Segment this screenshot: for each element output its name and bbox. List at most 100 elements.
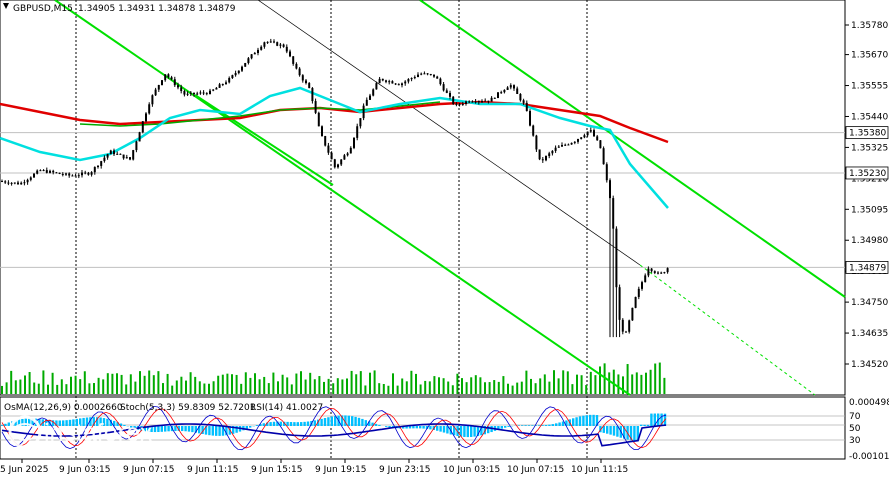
candle-body <box>209 90 211 95</box>
candle-body <box>653 271 656 273</box>
candle-body <box>519 93 522 101</box>
price-tick-label: 1.35780 <box>851 21 888 31</box>
candle-body <box>362 105 365 119</box>
candle-body <box>145 113 147 122</box>
candle-body <box>17 182 19 185</box>
candle-body <box>141 121 144 133</box>
candle-body <box>417 74 419 78</box>
candle-body <box>311 88 314 102</box>
resistance-line-label: 1.35380 <box>849 129 886 139</box>
candle-body <box>100 161 103 166</box>
price-tick-label: 1.35095 <box>851 205 888 215</box>
rsi-label: RSI(14) 41.0027 <box>250 403 323 413</box>
candle-body <box>442 84 445 91</box>
candle-body <box>330 152 333 160</box>
resistance-line-tag <box>845 126 889 140</box>
candle-body <box>666 268 669 273</box>
time-tick-label: 9 Jun 15:15 <box>251 465 302 475</box>
candle-body <box>189 92 192 94</box>
candle-body <box>39 170 42 172</box>
channel-line-3 <box>194 94 334 186</box>
candle-body <box>445 90 448 93</box>
candle-body <box>625 331 627 333</box>
channel-mid-line <box>257 0 641 266</box>
candle-body <box>365 99 368 106</box>
time-tick-label: 10 Jun 07:15 <box>507 465 564 475</box>
candle-body <box>513 85 515 89</box>
candle-body <box>509 85 512 88</box>
candle-body <box>202 92 205 94</box>
osma-label: OsMA(12,26,9) 0.0002660 <box>4 403 123 413</box>
candle-body <box>343 155 346 160</box>
trend-channels <box>54 0 846 396</box>
candle-body <box>65 173 67 175</box>
time-tick-label: 5 Jun 2025 <box>0 465 48 475</box>
candle-body <box>317 112 320 127</box>
time-axis: 5 Jun 2025 9 Jun 03:15 9 Jun 07:15 9 Jun 11… <box>0 459 628 475</box>
candle-body <box>436 76 439 79</box>
candle-body <box>282 44 285 47</box>
candle-body <box>660 272 663 274</box>
candle-body <box>321 126 323 137</box>
instaforex-logo: instaforex Instant Forex Trading <box>8 415 153 459</box>
candle-body <box>42 170 45 172</box>
candle-body <box>618 287 621 320</box>
candle-body <box>369 95 371 100</box>
candle-body <box>113 150 115 155</box>
candle-body <box>289 51 291 57</box>
candle-body <box>407 79 410 82</box>
candle-body <box>55 172 58 174</box>
candle-body <box>548 153 551 156</box>
candle-body <box>26 179 29 183</box>
candle-body <box>180 87 183 91</box>
candle-body <box>218 84 221 88</box>
stoch-label: Stoch(5,3,3) 59.8309 52.7201 <box>120 403 255 413</box>
candle-body <box>269 41 272 43</box>
oscillator-scale-label: -0.001018 <box>849 452 889 462</box>
candle-body <box>545 155 547 161</box>
candle-body <box>474 101 477 103</box>
candle-body <box>388 81 391 83</box>
candle-body <box>1 181 3 183</box>
candle-body <box>631 307 634 321</box>
candle-body <box>413 77 416 79</box>
candle-body <box>36 170 39 174</box>
candle-body <box>109 150 112 155</box>
candle-body <box>554 147 557 151</box>
candle-body <box>68 173 71 176</box>
candle-body <box>449 92 451 97</box>
candle-body <box>593 130 595 137</box>
candle-body <box>308 83 311 89</box>
candle-body <box>637 288 640 297</box>
candle-body <box>170 77 173 80</box>
candle-body <box>10 182 13 184</box>
time-tick-label: 9 Jun 11:15 <box>187 465 238 475</box>
candle-body <box>525 102 528 111</box>
candle-body <box>199 92 202 94</box>
candle-body <box>205 93 208 95</box>
candle-body <box>538 149 541 160</box>
candle-body <box>285 46 288 52</box>
candle-body <box>87 172 90 175</box>
candle-body <box>129 157 131 160</box>
time-tick-label: 10 Jun 11:15 <box>571 465 628 475</box>
candle-body <box>237 70 240 74</box>
candle-body <box>305 80 307 84</box>
time-tick-label: 9 Jun 03:15 <box>59 465 110 475</box>
price-tick-label: 1.35440 <box>851 112 888 122</box>
candle-body <box>292 56 295 64</box>
candle-body <box>500 92 503 94</box>
candle-body <box>551 150 554 154</box>
candle-body <box>61 173 64 175</box>
candle-body <box>7 182 10 184</box>
candle-body <box>340 159 343 165</box>
candle-body <box>433 74 435 77</box>
candle-body <box>634 296 637 308</box>
candle-body <box>605 164 608 181</box>
candle-body <box>58 172 61 174</box>
candle-body <box>621 319 624 332</box>
candle-body <box>641 282 643 289</box>
price-tick-label: 1.35325 <box>851 143 888 153</box>
candle-body <box>452 96 455 104</box>
candle-body <box>657 272 659 274</box>
